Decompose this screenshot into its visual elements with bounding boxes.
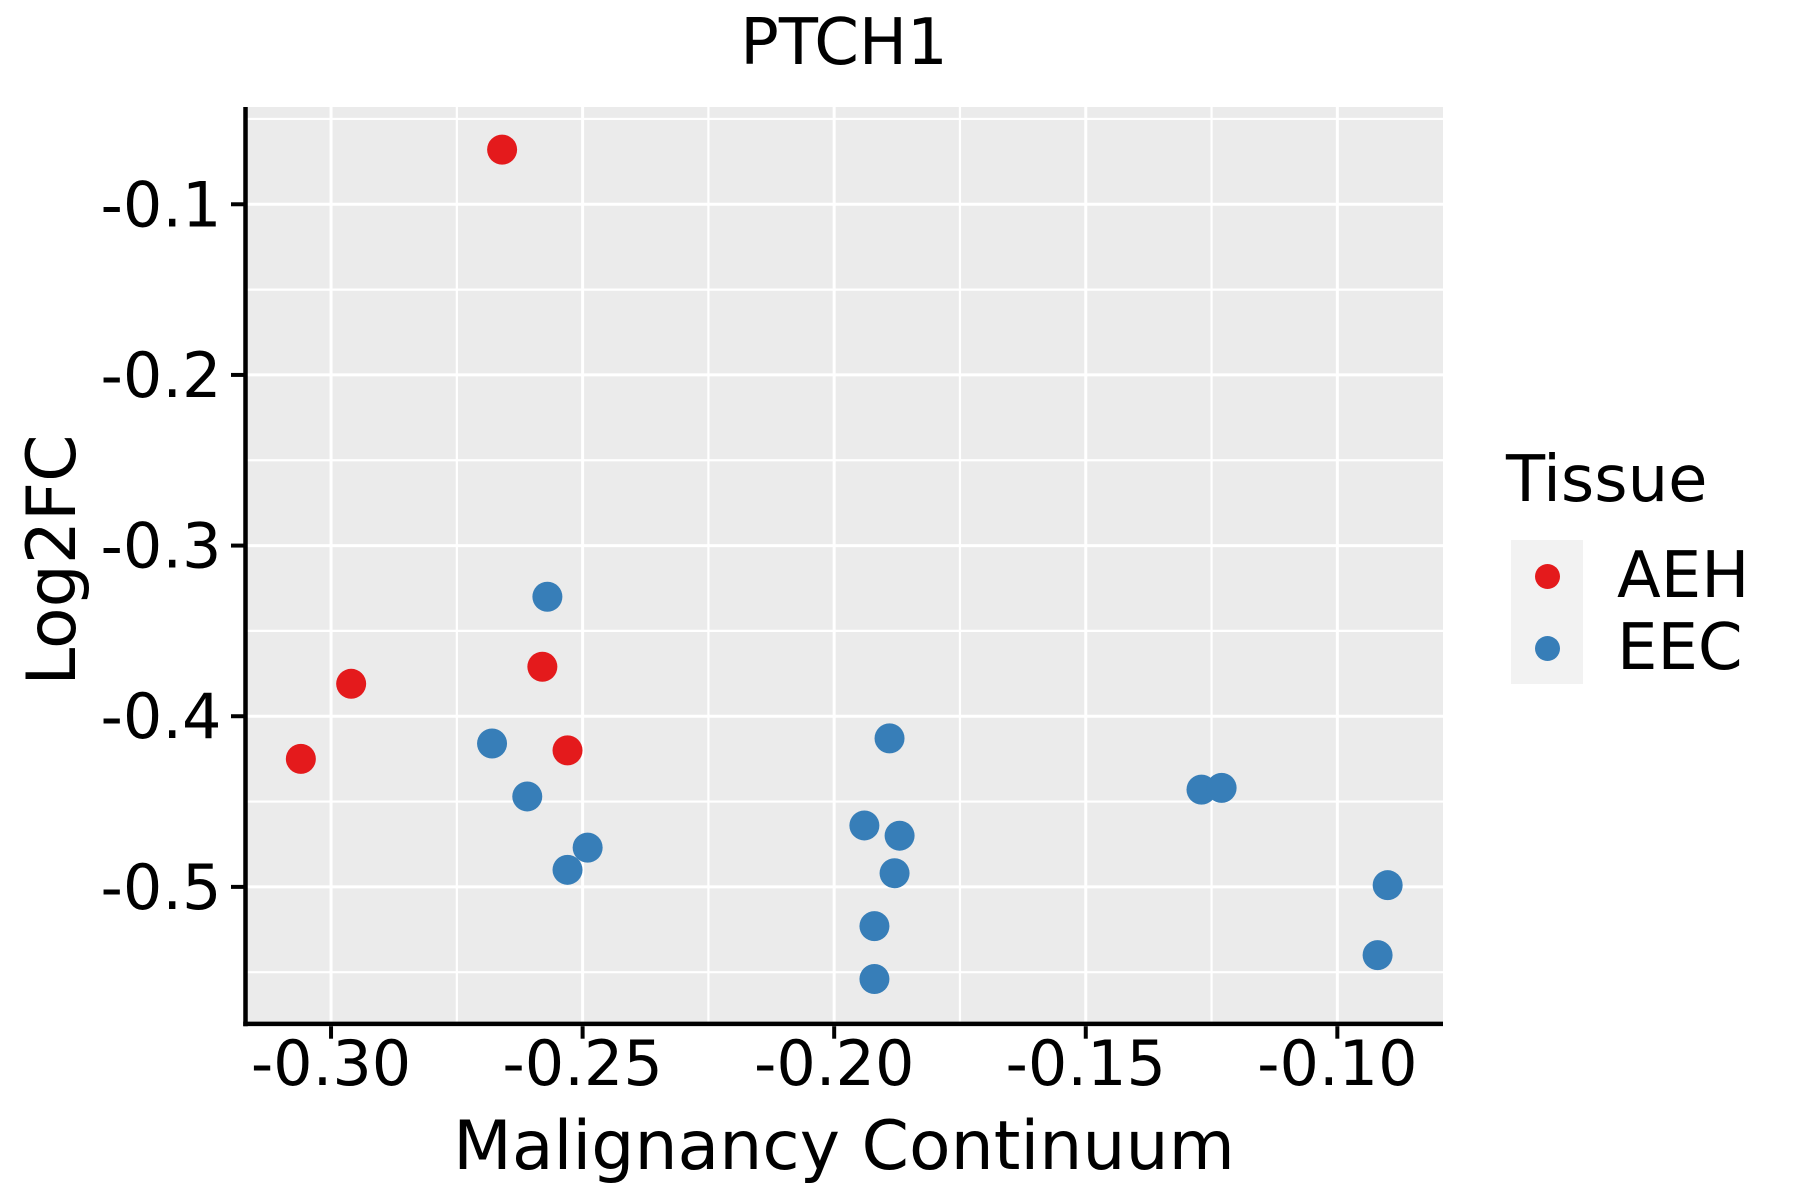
y-tick-label: -0.5 [101, 851, 222, 924]
plot-title: PTCH1 [740, 6, 948, 80]
y-tick-label: -0.3 [101, 510, 222, 583]
y-tick-label: -0.4 [101, 680, 222, 753]
y-tick-label: -0.1 [101, 168, 222, 241]
legend-item-eec: EEC [1511, 612, 1743, 684]
data-point-eec [552, 854, 583, 885]
data-point-aeh [527, 651, 558, 682]
data-point-aeh [336, 668, 367, 699]
y-axis-title: Log2FC [13, 434, 92, 686]
data-point-eec [859, 964, 890, 995]
data-point-eec [572, 832, 603, 863]
x-tick-label: -0.20 [754, 1027, 914, 1100]
eec-point-marker-icon [1534, 635, 1560, 661]
x-tick-label: -0.10 [1257, 1027, 1417, 1100]
data-point-aeh [552, 735, 583, 766]
data-point-eec [849, 810, 880, 841]
x-tick-label: -0.25 [502, 1027, 662, 1100]
legend-title: Tissue [1506, 443, 1708, 517]
data-point-eec [477, 728, 508, 759]
data-point-eec [879, 858, 910, 889]
data-point-eec [874, 723, 905, 754]
legend-label-eec: EEC [1617, 611, 1743, 685]
legend-key-eec [1511, 612, 1583, 684]
data-point-aeh [487, 134, 518, 165]
y-tick-label: -0.2 [101, 339, 222, 412]
data-point-eec [859, 911, 890, 942]
x-axis-title: Malignancy Continuum [453, 1107, 1235, 1186]
data-point-aeh [285, 743, 316, 774]
data-point-eec [1206, 772, 1237, 803]
legend-item-aeh: AEH [1511, 540, 1749, 612]
data-point-eec [884, 820, 915, 851]
data-point-eec [1372, 870, 1403, 901]
legend-key-aeh [1511, 540, 1583, 612]
data-point-eec [532, 581, 563, 612]
aeh-point-marker-icon [1534, 563, 1560, 589]
data-point-eec [512, 781, 543, 812]
legend-label-aeh: AEH [1617, 539, 1750, 613]
plot-panel [245, 107, 1443, 1022]
x-tick-label: -0.30 [251, 1027, 411, 1100]
x-tick-label: -0.15 [1006, 1027, 1166, 1100]
data-point-eec [1362, 940, 1393, 971]
